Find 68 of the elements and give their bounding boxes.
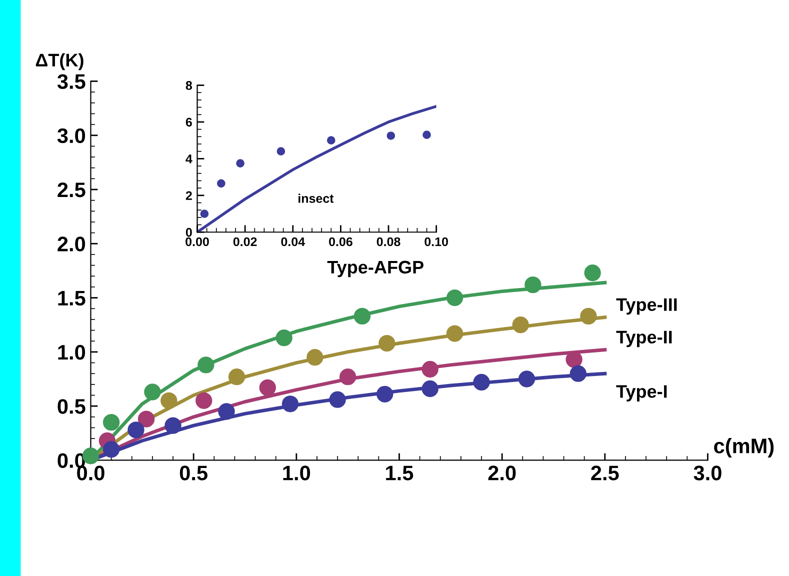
point bbox=[306, 349, 324, 366]
y-tick-label: 4 bbox=[186, 154, 192, 164]
y-tick-label: 0.5 bbox=[58, 399, 86, 414]
x-tick-label: 0.02 bbox=[233, 237, 257, 246]
point bbox=[354, 308, 371, 325]
x-tick-label: 0.0 bbox=[77, 466, 104, 480]
x-tick-label: 0.08 bbox=[376, 237, 400, 246]
x-axis-title: c(mM) bbox=[714, 438, 774, 458]
point bbox=[422, 360, 438, 378]
x-tick-label: 0.00 bbox=[186, 237, 209, 246]
point bbox=[144, 384, 161, 400]
point bbox=[102, 414, 120, 431]
y-tick-label: 6 bbox=[186, 118, 192, 127]
point bbox=[376, 386, 394, 402]
point bbox=[128, 422, 144, 438]
y-tick-label: 1.0 bbox=[58, 344, 86, 360]
series-label: Type-I bbox=[616, 385, 667, 402]
point bbox=[524, 276, 542, 294]
annotation: insect bbox=[298, 194, 334, 203]
point bbox=[339, 368, 356, 386]
point bbox=[473, 374, 490, 391]
point bbox=[282, 396, 299, 412]
point bbox=[218, 403, 235, 420]
point bbox=[446, 289, 464, 306]
x-tick-label: 3.0 bbox=[694, 466, 722, 480]
point bbox=[102, 441, 120, 458]
point bbox=[164, 417, 182, 434]
series-label: Type-III bbox=[616, 298, 677, 315]
point bbox=[228, 368, 246, 386]
x-tick-label: 0.04 bbox=[281, 237, 305, 246]
point bbox=[236, 159, 244, 168]
point bbox=[580, 308, 597, 325]
y-axis-title: ΔT(K) bbox=[36, 53, 84, 70]
point bbox=[446, 325, 464, 342]
x-tick-label: 0.10 bbox=[424, 237, 448, 246]
y-tick-label: 2.5 bbox=[58, 182, 86, 198]
y-tick-label: 3.0 bbox=[57, 128, 86, 144]
point bbox=[378, 334, 396, 352]
point bbox=[276, 147, 286, 156]
point bbox=[570, 365, 586, 382]
point bbox=[329, 391, 346, 408]
point bbox=[160, 392, 178, 409]
series-label: Type-II bbox=[616, 330, 672, 348]
point bbox=[259, 379, 276, 396]
point bbox=[216, 179, 226, 188]
x-tick-label: 1.0 bbox=[283, 466, 310, 480]
x-tick-label: 0.06 bbox=[329, 237, 352, 246]
x-tick-label: 2.5 bbox=[591, 466, 619, 480]
y-tick-label: 3.5 bbox=[57, 74, 86, 89]
point bbox=[276, 330, 292, 346]
point bbox=[512, 316, 529, 334]
x-tick-label: 1.5 bbox=[386, 466, 414, 480]
point bbox=[422, 380, 438, 398]
y-tick-label: 8 bbox=[186, 81, 192, 90]
point bbox=[422, 130, 431, 139]
series-label: Type-AFGP bbox=[327, 260, 424, 278]
point bbox=[584, 264, 601, 282]
point bbox=[386, 132, 396, 140]
y-tick-label: 2 bbox=[186, 191, 192, 200]
point bbox=[198, 356, 214, 374]
point bbox=[326, 136, 336, 144]
y-tick-label: 0 bbox=[186, 228, 192, 237]
point bbox=[518, 370, 536, 388]
point bbox=[200, 210, 209, 218]
point bbox=[138, 410, 155, 428]
x-tick-label: 2.0 bbox=[488, 466, 516, 480]
point bbox=[196, 392, 212, 409]
y-tick-label: 1.5 bbox=[58, 291, 86, 306]
